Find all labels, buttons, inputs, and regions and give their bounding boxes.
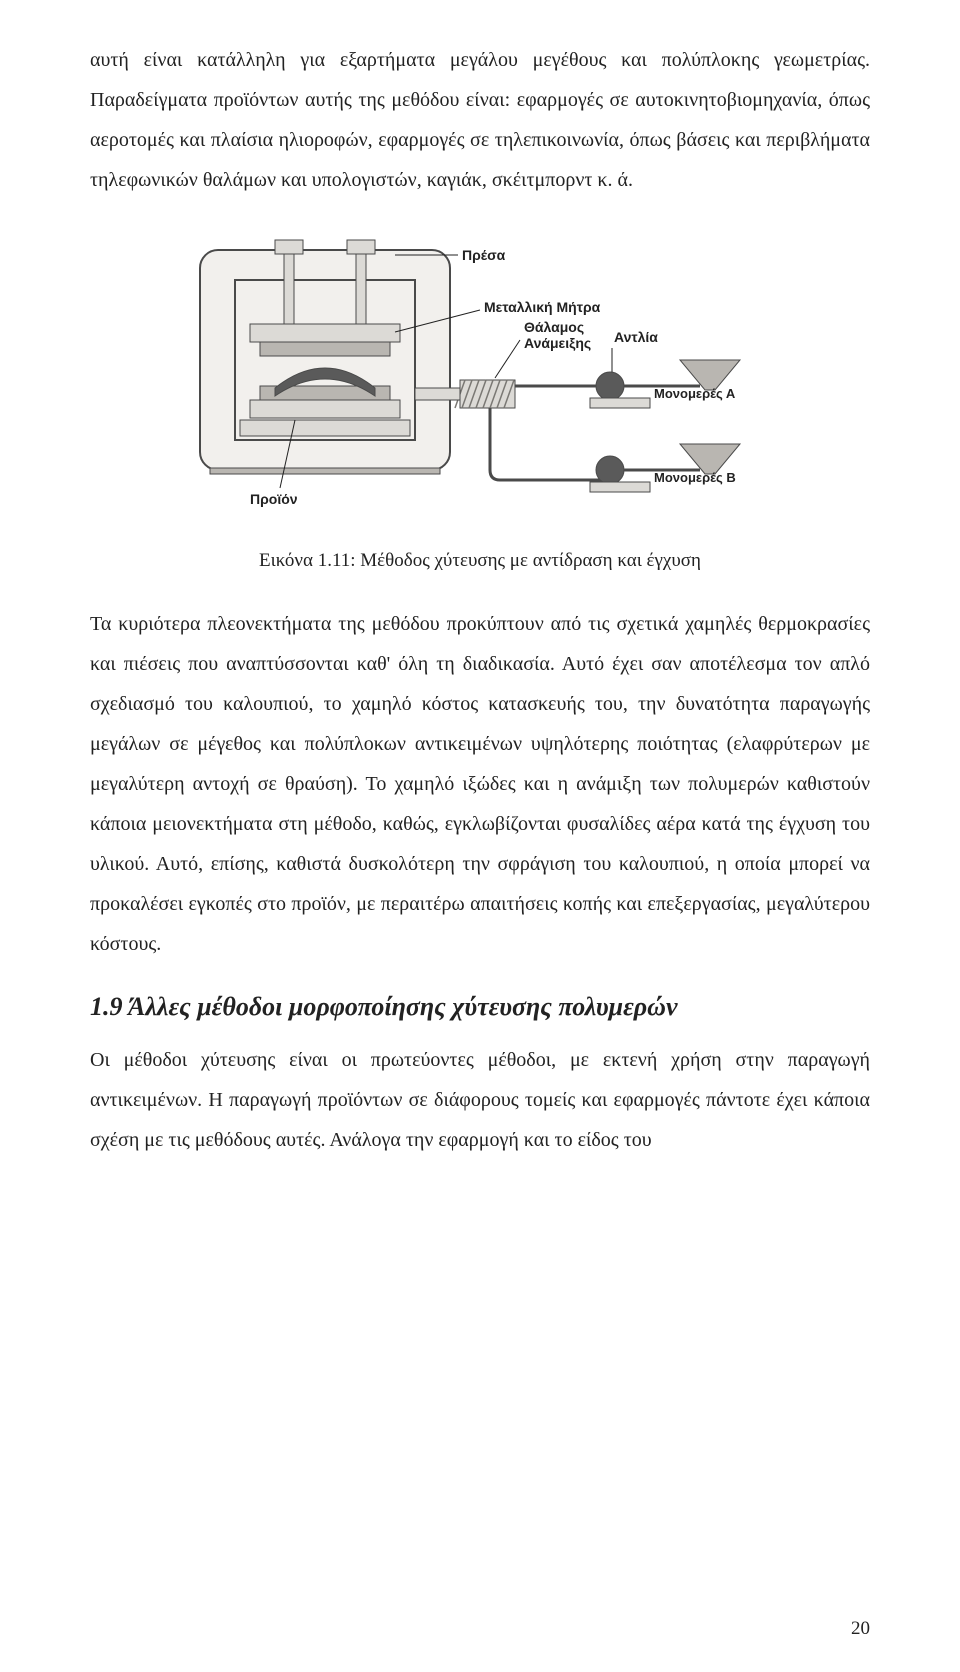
section-heading-1-9: 1.9 Άλλες μέθοδοι μορφοποίησης χύτευσης …	[90, 992, 870, 1022]
svg-text:Μονομερές Β: Μονομερές Β	[654, 470, 736, 485]
paragraph-2: Τα κυριότερα πλεονεκτήματα της μεθόδου π…	[90, 604, 870, 964]
svg-text:Μεταλλική Μήτρα: Μεταλλική Μήτρα	[484, 299, 601, 315]
svg-text:Μονομερές Α: Μονομερές Α	[654, 386, 736, 401]
svg-text:Αντλία: Αντλία	[614, 329, 658, 345]
figure-svg: Πρέσα Μεταλλική Μήτρα ΘάλαμοςΑνάμειξης Αντλ…	[180, 220, 780, 520]
page-number: 20	[851, 1618, 870, 1640]
paragraph-1: αυτή είναι κατάλληλη για εξαρτήματα μεγά…	[90, 40, 870, 200]
figure-rim-process: Πρέσα Μεταλλική Μήτρα ΘάλαμοςΑνάμειξης Αντλ…	[90, 220, 870, 520]
figure-caption: Εικόνα 1.11: Μέθοδος χύτευσης με αντίδρα…	[90, 550, 870, 572]
svg-text:Προϊόν: Προϊόν	[250, 491, 298, 507]
svg-text:Πρέσα: Πρέσα	[462, 247, 506, 263]
svg-text:ΘάλαμοςΑνάμειξης: ΘάλαμοςΑνάμειξης	[524, 319, 591, 351]
paragraph-3: Οι μέθοδοι χύτευσης είναι οι πρωτεύοντες…	[90, 1040, 870, 1160]
